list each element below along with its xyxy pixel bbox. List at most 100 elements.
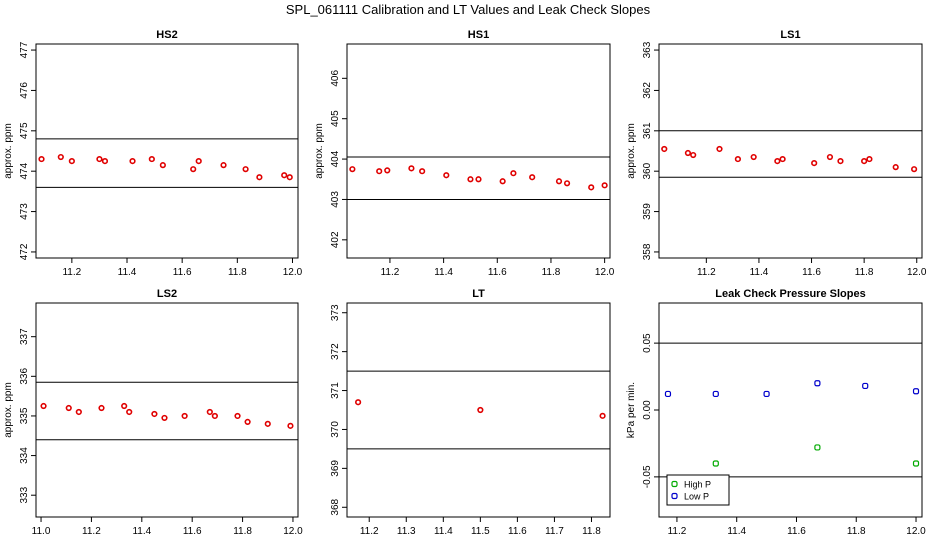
plot-frame [35, 302, 299, 518]
legend-label: High P [684, 480, 711, 490]
data-point [475, 176, 482, 183]
x-tick-label: 11.8 [233, 526, 252, 537]
x-tick-label: 12.0 [283, 267, 303, 278]
data-point [68, 157, 75, 165]
panel-2: LS1 approx. ppm 11.2 11.4 11.6 11.8 12.0 358 359… [626, 29, 927, 278]
y-axis-label: kPa per min. [626, 382, 637, 438]
data-point [912, 460, 920, 467]
legend-marker [671, 492, 678, 500]
y-tick-label: 475 [19, 122, 30, 139]
y-axis-label: approx. ppm [3, 382, 14, 438]
x-tick-label: 11.2 [82, 526, 101, 537]
x-tick-label: 11.7 [545, 526, 564, 537]
data-point [779, 155, 786, 163]
x-tick-label: 11.3 [397, 526, 416, 537]
data-point [287, 422, 294, 429]
x-tick-label: 11.0 [32, 526, 51, 537]
data-point [234, 412, 241, 420]
x-tick-label: 11.2 [381, 267, 400, 278]
x-tick-label: 11.6 [787, 526, 806, 537]
y-tick-label: 0.00 [642, 400, 653, 420]
data-point [211, 412, 218, 420]
plot-frame [346, 302, 611, 518]
x-tick-label: 11.2 [697, 267, 716, 278]
y-tick-label: 363 [642, 41, 653, 58]
x-tick-label: 11.6 [802, 267, 821, 278]
x-tick-label: 11.4 [750, 267, 769, 278]
data-point [148, 155, 155, 163]
data-point [826, 153, 834, 161]
y-tick-label: 370 [330, 421, 341, 438]
data-point [355, 399, 362, 406]
panel-title: LS1 [780, 29, 800, 41]
data-point [467, 176, 474, 183]
data-point [206, 408, 213, 416]
x-tick-label: 11.8 [582, 526, 601, 537]
y-tick-label: 361 [642, 122, 653, 139]
y-axis-label: approx. ppm [626, 123, 637, 179]
data-point [57, 153, 64, 161]
x-tick-label: 11.4 [132, 526, 151, 537]
x-tick-label: 11.6 [173, 267, 192, 278]
data-point [408, 165, 415, 172]
y-tick-label: 337 [19, 328, 30, 345]
y-tick-label: 477 [19, 41, 30, 58]
y-tick-label: 372 [330, 343, 341, 360]
x-tick-label: 11.8 [228, 267, 247, 278]
data-point [101, 157, 109, 165]
data-point [811, 160, 818, 167]
x-tick-label: 11.6 [508, 526, 527, 537]
y-tick-label: 358 [642, 243, 653, 260]
y-tick-label: 359 [642, 203, 653, 220]
data-point [159, 162, 166, 169]
data-point [599, 412, 606, 419]
data-point [750, 153, 757, 161]
x-tick-label: 11.2 [360, 526, 379, 537]
data-point [664, 390, 672, 398]
data-point [716, 145, 723, 153]
data-point [763, 390, 770, 398]
data-point [510, 170, 517, 177]
x-tick-label: 11.6 [183, 526, 202, 537]
data-point [866, 155, 873, 163]
data-point [862, 382, 869, 390]
data-point [712, 390, 719, 398]
legend-marker [671, 480, 678, 488]
x-tick-label: 12.0 [283, 526, 303, 537]
y-tick-label: 404 [330, 150, 341, 167]
y-tick-label: 473 [19, 203, 30, 220]
y-axis-label: approx. ppm [314, 123, 325, 179]
legend-label: Low P [684, 492, 709, 502]
data-point [220, 162, 227, 169]
data-point [814, 380, 821, 387]
data-point [161, 414, 168, 422]
data-point [529, 174, 536, 181]
x-tick-label: 11.8 [855, 267, 874, 278]
panel-0: HS2 approx. ppm 11.2 11.4 11.6 11.8 12.0 472 473… [3, 29, 303, 278]
y-tick-label: 402 [330, 231, 341, 248]
y-tick-label: 472 [19, 243, 30, 260]
y-tick-label: 336 [19, 368, 30, 385]
y-tick-label: 360 [642, 162, 653, 179]
plot-frame [35, 43, 299, 259]
panel-title: LS2 [157, 288, 177, 300]
data-point [419, 168, 426, 175]
y-tick-label: 476 [19, 82, 30, 99]
y-tick-label: 474 [19, 162, 30, 179]
y-tick-label: 0.05 [642, 333, 653, 353]
panel-title: HS2 [156, 29, 177, 41]
data-point [349, 166, 356, 173]
y-tick-label: 368 [330, 498, 341, 515]
data-point [40, 402, 47, 410]
data-point [690, 151, 697, 159]
data-point [588, 184, 595, 191]
data-point [734, 155, 742, 163]
y-axis-label: approx. ppm [3, 123, 14, 179]
data-point [281, 172, 288, 179]
x-tick-label: 11.4 [118, 267, 137, 278]
data-point [911, 166, 918, 173]
x-tick-label: 11.4 [434, 267, 453, 278]
y-tick-label: 406 [330, 70, 341, 87]
data-point [499, 178, 506, 185]
panel-3: LS2 approx. ppm 11.0 11.2 11.4 11.6 11.8 12.0 33… [3, 288, 303, 537]
